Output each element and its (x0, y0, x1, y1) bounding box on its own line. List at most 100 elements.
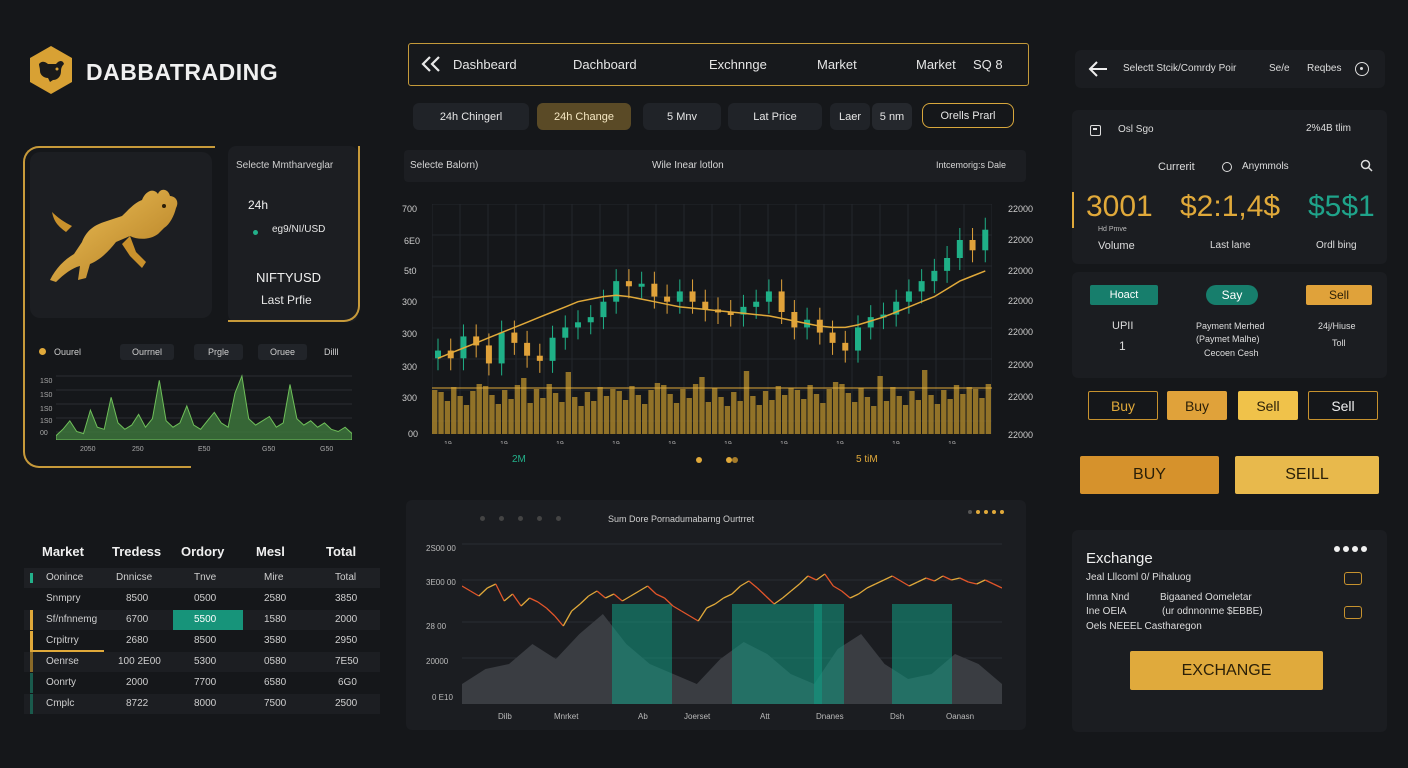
more-dots-icon[interactable] (968, 510, 1004, 514)
mini-tab-2[interactable]: Ourrnel (120, 344, 175, 360)
col-order[interactable]: Ordory (181, 544, 225, 559)
mini-y-3: 1S0 (40, 406, 53, 413)
cell-name: Crpitrry (46, 635, 79, 646)
nav-search-tail[interactable]: SQ 8 (973, 57, 1003, 72)
filter-24h-change[interactable]: 24h Chingerl (413, 103, 529, 130)
big-buy-button[interactable]: BUY (1080, 456, 1219, 494)
sell-outline-button[interactable]: Sell (1308, 391, 1378, 420)
filter-5nm[interactable]: 5 nm (872, 103, 912, 130)
filter-24h-change-active[interactable]: 24h Change (537, 103, 631, 130)
price-segment (562, 610, 573, 627)
price-segment (664, 597, 674, 607)
buy-button[interactable]: Buy (1167, 391, 1227, 420)
mini-tab-1[interactable]: Ouurel (54, 347, 82, 357)
table-row[interactable]: Oenrse 100 2E00 5300 0580 7E50 (24, 652, 380, 672)
calendar-icon[interactable] (1344, 572, 1362, 585)
mini-tab-5[interactable]: Dilll (324, 347, 339, 357)
price-segment (883, 575, 893, 581)
table-row[interactable]: Snmpry 8500 0500 2580 3850 (24, 589, 380, 609)
upi-value: 1 (1119, 339, 1126, 353)
price-segment (714, 597, 724, 605)
y-left-6: 300 (402, 362, 418, 372)
big-sell-button[interactable]: SEILL (1235, 456, 1379, 494)
exchange-button[interactable]: EXCHANGE (1130, 651, 1323, 690)
mini-x-1: 2050 (80, 446, 96, 453)
volume-bar (476, 384, 482, 434)
arrow-left-icon[interactable] (1087, 60, 1109, 83)
price-segment (942, 575, 952, 581)
volume-sub: Hd Pmve (1098, 226, 1127, 233)
volume-bar (960, 394, 966, 434)
buy-outline-button[interactable]: Buy (1088, 391, 1158, 420)
volume-bar (718, 397, 724, 434)
main-chart-header: Selecte Balorn) Wile Inear lotlon Intcem… (404, 150, 1026, 182)
table-row[interactable]: Sf/nfnnemg 6700 5500 1580 2000 (24, 610, 380, 630)
pair-selector-right[interactable]: Reqbes (1307, 63, 1342, 74)
volume-bar (591, 401, 597, 434)
price-segment (968, 581, 977, 585)
payment-cash: Cecoen Cesh (1204, 348, 1259, 358)
price-segment (621, 595, 632, 602)
x-tick-label: 19 (780, 441, 788, 444)
row-marker (30, 694, 33, 714)
filter-last-price[interactable]: Lat Price (728, 103, 822, 130)
checkbox-icon[interactable] (1090, 125, 1101, 136)
mini-tab-4[interactable]: Oruee (258, 344, 308, 360)
filter-orells-prarl[interactable]: Orells Prarl (922, 103, 1014, 128)
table-row[interactable]: Crpitrry 2680 8500 3580 2950 (24, 631, 380, 651)
price-segment (545, 607, 556, 617)
nav-dashboard-2[interactable]: Dachboard (573, 57, 637, 72)
info-pair: NIFTYUSD (256, 270, 321, 285)
pair-selector-mid[interactable]: Se/e (1269, 63, 1290, 74)
mini-tab-3[interactable]: Prgle (194, 344, 244, 360)
candle-body (944, 258, 951, 271)
ordl-value: $5$1 (1308, 190, 1375, 223)
nav-market-2[interactable]: Market (916, 57, 956, 72)
search-icon[interactable] (1360, 159, 1373, 177)
radio-icon[interactable] (1222, 162, 1232, 172)
volume-bar (699, 377, 705, 434)
volume-bar (597, 387, 603, 434)
col-total[interactable]: Total (326, 544, 357, 559)
pair-info-card[interactable]: Selecte Mmtharveglar 24h eg9/NI/USD NIFT… (228, 146, 358, 322)
pair-selector-bar[interactable]: Selectt Stcik/Comrdy Poir Se/e Reqbes (1075, 50, 1385, 88)
table-row[interactable]: Cmplc 8722 8000 7500 2500 (24, 694, 380, 714)
price-segment (723, 593, 733, 599)
col-market[interactable]: Market (42, 544, 84, 559)
hoact-tag[interactable]: Hoact (1090, 285, 1158, 305)
col-meal[interactable]: Mesl (256, 544, 285, 559)
filter-5-mnv[interactable]: 5 Mnv (643, 103, 721, 130)
more-dots-icon[interactable] (1334, 546, 1367, 552)
volume-bar (680, 389, 686, 434)
mini-x-5: G50 (320, 446, 334, 453)
sell-button[interactable]: Sell (1238, 391, 1298, 420)
brand-logo[interactable]: DABBATRADING (28, 44, 278, 101)
candle-body (829, 332, 836, 343)
say-tag[interactable]: Say (1206, 285, 1258, 305)
double-chevron-left-icon[interactable] (421, 55, 443, 78)
sell-tag[interactable]: Sell (1306, 285, 1372, 305)
info-period: 24h (248, 198, 269, 212)
cell-value: 8500 (194, 635, 217, 646)
nav-exchange[interactable]: Exchnnge (709, 57, 767, 72)
volume-bar (877, 376, 883, 434)
price-segment (875, 579, 885, 585)
price-segment (782, 590, 792, 599)
info-circle-icon[interactable] (1355, 62, 1369, 76)
price-segment (537, 601, 547, 609)
x-tick-label: 19 (612, 441, 620, 444)
volume-bar (941, 390, 947, 434)
wallet-icon[interactable] (1344, 606, 1362, 619)
price-segment (900, 580, 910, 587)
volume-bar (890, 387, 896, 434)
y-left-8: 00 (408, 429, 419, 439)
nav-market[interactable]: Market (817, 57, 857, 72)
exchange-title: Exchange (1086, 550, 1153, 567)
table-row[interactable]: Oonrty 2000 7700 6580 6G0 (24, 673, 380, 693)
candle-body (435, 350, 441, 359)
nav-dashboard[interactable]: Dashbeard (453, 57, 517, 72)
volume-bar (769, 400, 775, 434)
filter-laer[interactable]: Laer (830, 103, 870, 130)
col-trades[interactable]: Tredess (112, 544, 162, 559)
last-label: Last lane (1210, 240, 1251, 251)
